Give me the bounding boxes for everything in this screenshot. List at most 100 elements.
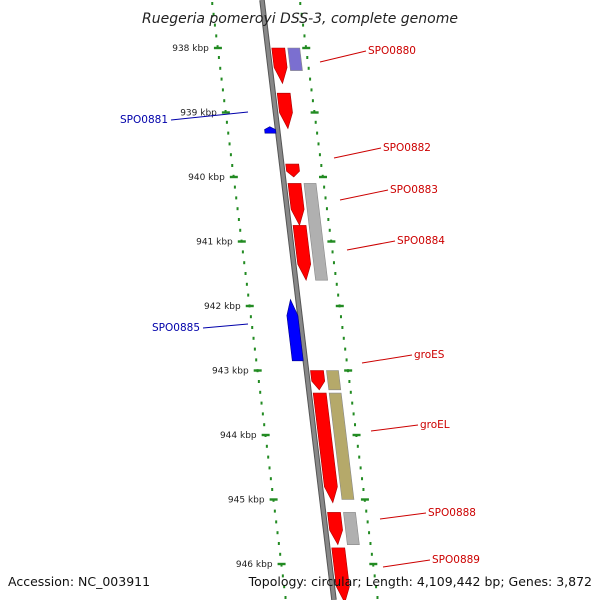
ruler-right-dot	[345, 358, 348, 362]
hit-olive-block	[326, 370, 342, 391]
ruler-left-dot	[269, 477, 272, 481]
map-title: Ruegeria pomeroyi DSS-3, complete genome	[142, 11, 458, 27]
reverse-gene-arrow	[286, 298, 304, 362]
ruler-right	[299, 2, 379, 599]
backbone-line	[260, 0, 336, 600]
ruler-left-dot	[253, 347, 256, 351]
ruler-left-dot	[212, 12, 215, 16]
tick-label: 942 kbp	[204, 302, 241, 312]
ruler-left-dot	[237, 218, 240, 221]
forward-gene-arrow	[271, 47, 288, 85]
ruler-right-dot	[323, 185, 326, 189]
gene-label-leader	[339, 189, 389, 201]
ruler-left-dot	[268, 466, 271, 470]
ruler-right-dot	[342, 336, 345, 340]
ruler-right-dot	[310, 88, 313, 92]
tick-mark-right	[352, 433, 361, 437]
ruler-left-dot	[263, 423, 266, 427]
tick-mark-right	[302, 46, 311, 50]
ruler-right-dot	[344, 347, 347, 351]
ruler-right-dot	[327, 218, 330, 221]
ruler-right-dot	[300, 12, 303, 16]
gene-label-leader	[319, 50, 367, 63]
ruler-left-dot	[219, 66, 222, 70]
ruler-left-dot	[275, 520, 278, 524]
gene-labels: SPO0880 SPO0881 SPO0882 SPO0883 SPO0884 SPO08…	[120, 45, 480, 568]
ruler-right-dot	[339, 315, 342, 319]
ruler-left-dot	[236, 207, 239, 211]
gene-label-leader	[346, 240, 396, 251]
ruler-right-dot	[314, 120, 317, 124]
ruler-right-dot	[303, 34, 306, 38]
gene-label-leader	[382, 559, 431, 568]
tick-label: 944 kbp	[220, 431, 257, 441]
ruler-right-dot	[332, 261, 335, 265]
hit-grey-block	[343, 512, 360, 545]
ruler-left-dot	[260, 401, 263, 405]
ruler-right-dot	[358, 455, 361, 459]
gene-label-leader	[333, 147, 382, 159]
tick-mark-right	[344, 369, 353, 372]
ruler-right-dot	[354, 423, 357, 427]
ruler-right-dot	[328, 228, 331, 232]
ruler-right-dot	[306, 56, 309, 59]
ruler-right-dot	[311, 99, 314, 103]
tick-mark-left	[237, 240, 246, 243]
ruler-left-dot	[249, 315, 252, 319]
ruler-right-dot	[375, 585, 378, 589]
forward-gene-arrow	[327, 512, 343, 546]
ruler-right-dot	[309, 77, 312, 81]
gene-label-leader	[361, 354, 413, 364]
ruler-left-dot	[231, 164, 234, 167]
ruler-left-dot	[216, 45, 219, 49]
ruler-right-dot	[352, 412, 355, 416]
ruler-right-dot	[341, 326, 344, 329]
tick-label: 939 kbp	[180, 109, 217, 119]
ruler-right-dot	[376, 596, 379, 599]
ruler-left-dot	[241, 250, 244, 254]
gene-label-groes: groES	[414, 349, 445, 361]
position-ticks: 938 kbp 939 kbp 940 kbp 941 kbp 942 kbp 943 k…	[172, 44, 378, 570]
genome-backbone	[259, 0, 337, 600]
ruler-right-dot	[334, 272, 337, 275]
tick-mark-left	[277, 562, 286, 566]
forward-gene-arrow	[292, 225, 312, 282]
hit-grey-block	[303, 183, 328, 281]
gene-label-spo0889: SPO0889	[432, 554, 480, 566]
ruler-right-dot	[317, 142, 320, 146]
forward-gene-arrow	[310, 370, 326, 391]
ruler-left-dot	[283, 585, 286, 589]
tick-mark-right	[360, 498, 369, 501]
ruler-right-dot	[337, 293, 340, 297]
ruler-left-dot	[271, 488, 274, 491]
tick-label: 943 kbp	[212, 367, 249, 377]
ruler-right-dot	[304, 45, 307, 49]
gene-arrows	[264, 47, 350, 600]
tick-mark-left	[261, 433, 270, 437]
tick-mark-right	[327, 240, 336, 243]
tick-mark-left	[229, 175, 238, 179]
ruler-left-dot	[223, 99, 226, 103]
forward-gene-arrow	[287, 183, 305, 227]
ruler-left-dot	[233, 185, 236, 189]
forward-gene-arrow	[312, 392, 338, 504]
ruler-left-dot	[225, 120, 228, 124]
similarity-hits	[287, 47, 360, 545]
tick-mark-right	[319, 175, 328, 179]
ruler-right-dot	[348, 380, 351, 383]
tick-mark-left	[245, 304, 254, 308]
gene-label-spo0880: SPO0880	[368, 45, 416, 57]
gene-label-spo0882: SPO0882	[383, 142, 431, 154]
ruler-left-dot	[284, 596, 287, 599]
ruler-right-dot	[373, 574, 376, 578]
ruler-left-dot	[261, 412, 264, 416]
ruler-right-dot	[366, 520, 369, 524]
ruler-right-dot	[361, 477, 364, 481]
gene-label-leader	[370, 424, 419, 432]
forward-gene-arrow	[276, 92, 293, 130]
ruler-right-dot	[365, 509, 368, 513]
accession-text: Accession: NC_003911	[8, 574, 150, 589]
ruler-right-dot	[318, 153, 321, 157]
ruler-left-dot	[252, 336, 255, 340]
